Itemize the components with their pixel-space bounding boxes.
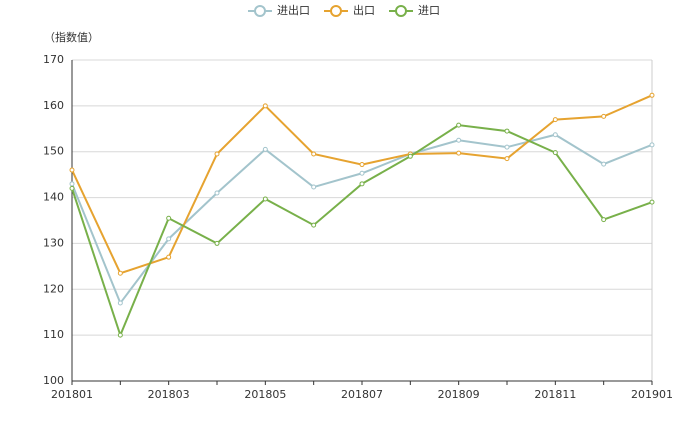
point: [117, 300, 123, 306]
point: [649, 92, 655, 98]
point: [262, 196, 268, 202]
legend-icon: [395, 5, 407, 17]
point: [601, 113, 607, 119]
point: [69, 167, 75, 173]
point: [649, 142, 655, 148]
point: [214, 190, 220, 196]
x-tick-label: 201803: [148, 388, 190, 401]
point: [311, 222, 317, 228]
point: [649, 199, 655, 205]
x-tick-label: 201805: [244, 388, 286, 401]
legend-label: 出口: [353, 3, 375, 17]
point: [311, 151, 317, 157]
y-tick-label: 100: [43, 374, 64, 387]
y-tick-label: 110: [43, 328, 64, 341]
point: [214, 151, 220, 157]
point: [504, 156, 510, 162]
point: [359, 181, 365, 187]
point: [262, 103, 268, 109]
legend-icon: [330, 5, 342, 17]
point: [117, 270, 123, 276]
y-tick-label: 150: [43, 145, 64, 158]
point: [504, 128, 510, 134]
point: [504, 144, 510, 150]
point: [117, 332, 123, 338]
y-tick-label: 170: [43, 53, 64, 66]
point: [552, 117, 558, 123]
point: [552, 132, 558, 138]
x-tick-label: 201811: [534, 388, 576, 401]
series-line: [71, 133, 653, 306]
y-tick-label: 130: [43, 236, 64, 249]
x-tick-label: 201807: [341, 388, 383, 401]
point: [552, 150, 558, 156]
point: [69, 181, 75, 187]
point: [166, 254, 172, 260]
point: [311, 184, 317, 190]
point: [456, 122, 462, 128]
y-tick-label: 140: [43, 191, 64, 204]
legend-label: 进口: [418, 4, 440, 17]
y-tick-label: 160: [43, 99, 64, 112]
point: [166, 236, 172, 242]
point: [359, 170, 365, 176]
point: [601, 161, 607, 167]
point: [69, 185, 75, 191]
legend-icon: [254, 5, 266, 17]
point: [601, 217, 607, 223]
x-tick-label: 201801: [51, 388, 93, 401]
point: [262, 146, 268, 152]
point: [456, 150, 462, 156]
series-line: [71, 124, 653, 339]
point: [214, 240, 220, 246]
y-tick-label: 120: [43, 282, 64, 295]
point: [407, 153, 413, 159]
legend-label: 进出口: [277, 3, 310, 17]
y-axis-label: （指数值）: [44, 30, 99, 44]
point: [166, 215, 172, 221]
x-tick-label: 201809: [438, 388, 480, 401]
point: [456, 137, 462, 143]
x-tick-label: 201901: [631, 388, 673, 401]
point: [359, 162, 365, 168]
